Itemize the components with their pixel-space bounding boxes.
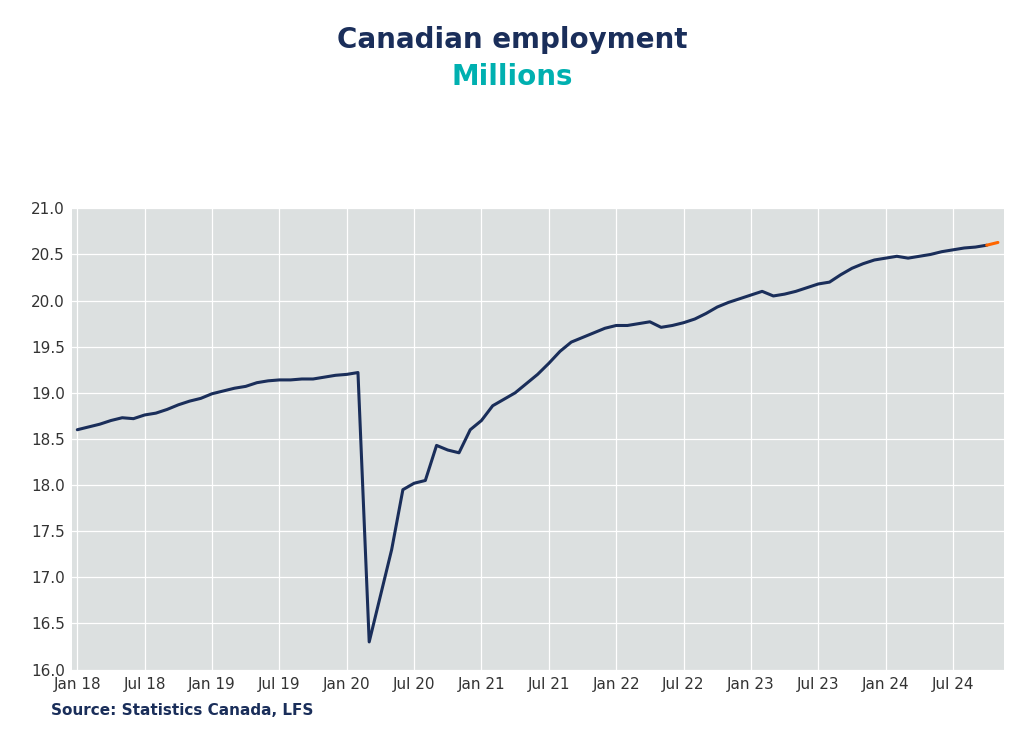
Text: Millions: Millions bbox=[452, 63, 572, 92]
Text: Canadian employment: Canadian employment bbox=[337, 26, 687, 54]
Text: Source: Statistics Canada, LFS: Source: Statistics Canada, LFS bbox=[51, 703, 313, 718]
